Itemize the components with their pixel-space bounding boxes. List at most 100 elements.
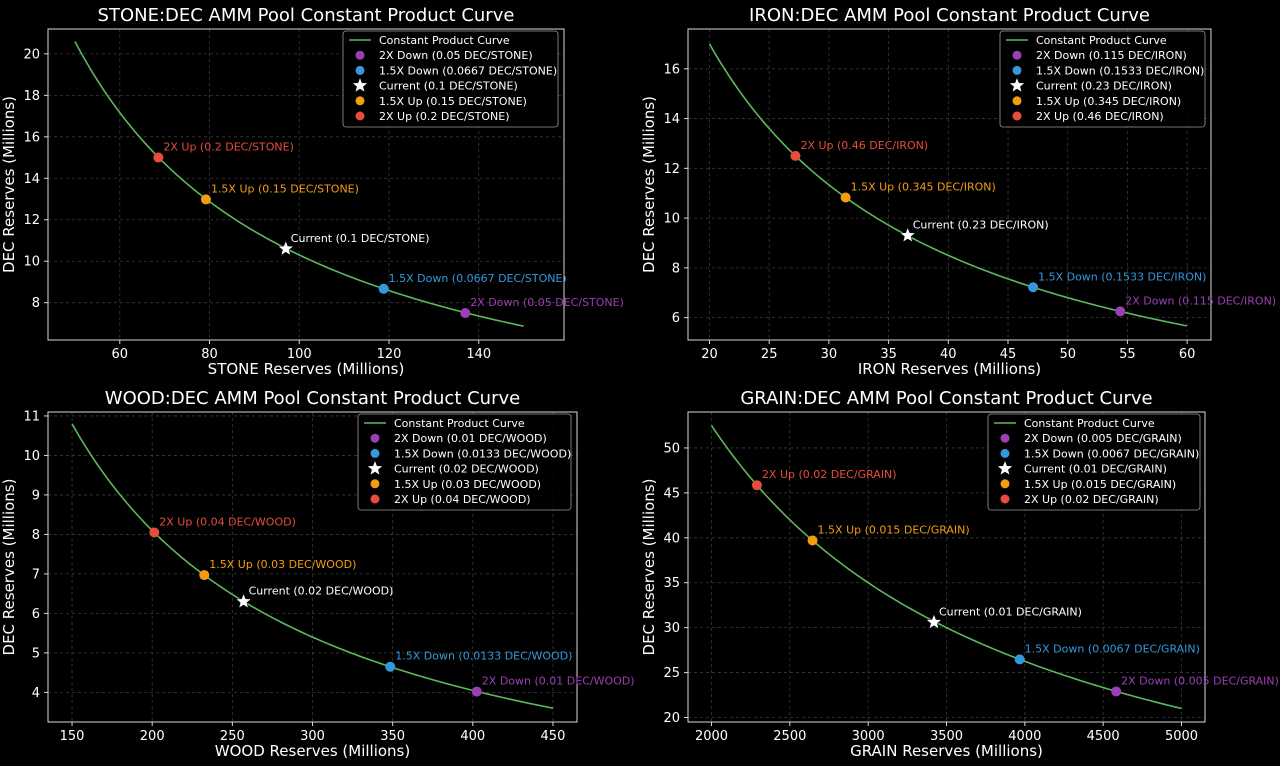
legend-curve-label: Constant Product Curve	[394, 417, 525, 430]
x-tick-label: 35	[880, 347, 897, 362]
point-up2-marker	[149, 527, 160, 538]
legend-current-label: Current (0.01 DEC/GRAIN)	[1024, 463, 1167, 476]
y-tick-label: 12	[23, 213, 40, 228]
point-up15-label: 1.5X Up (0.03 DEC/WOOD)	[209, 558, 356, 571]
x-tick-label: 4000	[1008, 729, 1041, 744]
constant-product-curve	[74, 41, 524, 327]
point-current-marker	[925, 613, 943, 630]
legend-curve-label: Constant Product Curve	[379, 34, 510, 47]
y-tick-label: 16	[663, 62, 680, 77]
point-current-label: Current (0.23 DEC/IRON)	[913, 219, 1049, 232]
legend-up15-swatch	[1000, 479, 1010, 489]
x-tick-label: 400	[460, 729, 485, 744]
point-up15-marker	[200, 194, 211, 205]
x-tick-label: 100	[287, 347, 312, 362]
legend-down15-label: 1.5X Down (0.0667 DEC/STONE)	[379, 64, 557, 77]
point-down2-marker	[1115, 306, 1126, 317]
y-tick-label: 20	[663, 711, 680, 726]
point-down15-marker	[1028, 282, 1039, 293]
point-down15-label: 1.5X Down (0.0067 DEC/GRAIN)	[1025, 642, 1200, 655]
legend-up2-swatch	[1012, 111, 1022, 121]
x-tick-label: 60	[1179, 347, 1196, 362]
y-tick-label: 10	[23, 449, 40, 464]
y-axis-label: DEC Reserves (Millions)	[640, 96, 658, 273]
point-current-marker	[899, 226, 916, 243]
y-tick-label: 6	[32, 607, 40, 622]
legend-up15-label: 1.5X Up (0.015 DEC/GRAIN)	[1024, 478, 1176, 491]
axes-frame	[47, 28, 565, 341]
legend-down15-label: 1.5X Down (0.0067 DEC/GRAIN)	[1024, 447, 1199, 460]
point-down15-label: 1.5X Down (0.1533 DEC/IRON)	[1038, 270, 1206, 283]
chart-panel-0: 60 80 100 120 140 8 10 12 14 16 18 20 STONE:DEC AMM …	[0, 5, 624, 378]
legend-down2-swatch	[355, 50, 365, 60]
legend-down2-label: 2X Down (0.115 DEC/IRON)	[1036, 49, 1187, 62]
point-down2-marker	[1111, 686, 1122, 697]
x-axis-label: GRAIN Reserves (Millions)	[850, 742, 1043, 760]
x-tick-label: 30	[821, 347, 838, 362]
legend-up2-label: 2X Up (0.04 DEC/WOOD)	[394, 493, 531, 506]
y-tick-label: 40	[663, 531, 680, 546]
legend-current-swatch	[367, 461, 383, 475]
x-axis-label: WOOD Reserves (Millions)	[215, 742, 410, 760]
point-down2-label: 2X Down (0.005 DEC/GRAIN)	[1121, 674, 1279, 687]
y-tick-label: 8	[32, 296, 40, 311]
y-tick-label: 8	[32, 528, 40, 543]
legend-down2-label: 2X Down (0.005 DEC/GRAIN)	[1024, 432, 1182, 445]
legend-up15-label: 1.5X Up (0.345 DEC/IRON)	[1036, 95, 1181, 108]
point-up2-label: 2X Up (0.2 DEC/STONE)	[163, 141, 293, 154]
legend-box	[987, 413, 1201, 511]
x-tick-label: 60	[112, 347, 129, 362]
point-down2-label: 2X Down (0.115 DEC/IRON)	[1125, 294, 1276, 307]
point-up2-marker	[751, 480, 762, 491]
legend-up15-swatch	[370, 479, 380, 489]
point-current-marker	[235, 592, 252, 609]
legend-up2-swatch	[1000, 494, 1010, 504]
x-tick-label: 250	[220, 729, 245, 744]
x-axis-label: IRON Reserves (Millions)	[858, 360, 1041, 378]
y-tick-label: 8	[672, 261, 680, 276]
legend: Constant Product Curve 2X Down (0.01 DEC/…	[357, 413, 572, 511]
point-down15-label: 1.5X Down (0.0133 DEC/WOOD)	[395, 650, 572, 663]
x-tick-label: 5000	[1165, 729, 1198, 744]
x-tick-label: 2000	[695, 729, 728, 744]
chart-title: WOOD:DEC AMM Pool Constant Product Curve	[105, 388, 520, 409]
point-current-label: Current (0.02 DEC/WOOD)	[249, 585, 394, 598]
axes-frame	[687, 411, 1206, 723]
point-down2-marker	[460, 308, 471, 319]
legend-up15-label: 1.5X Up (0.03 DEC/WOOD)	[394, 478, 541, 491]
legend-up15-swatch	[1012, 96, 1022, 106]
x-tick-label: 2500	[773, 729, 806, 744]
x-tick-label: 3500	[930, 729, 963, 744]
point-down15-marker	[385, 661, 396, 672]
y-tick-label: 12	[663, 162, 680, 177]
x-tick-label: 45	[1000, 347, 1017, 362]
y-axis-label: DEC Reserves (Millions)	[0, 479, 18, 656]
y-tick-label: 14	[23, 172, 40, 187]
y-tick-label: 50	[663, 441, 680, 456]
legend-up2-label: 2X Up (0.02 DEC/GRAIN)	[1024, 493, 1159, 506]
legend-down2-swatch	[1012, 50, 1022, 60]
legend-down2-swatch	[370, 433, 380, 443]
legend-up2-swatch	[370, 494, 380, 504]
y-tick-label: 25	[663, 666, 680, 681]
x-tick-label: 300	[300, 729, 325, 744]
x-tick-label: 450	[541, 729, 566, 744]
legend-current-swatch	[352, 78, 368, 92]
legend-current-label: Current (0.02 DEC/WOOD)	[394, 463, 539, 476]
chart-panel-3: 2000 2500 3000 3500 4000 4500 5000 20 25 30 35 40 45…	[640, 388, 1279, 760]
y-tick-label: 10	[23, 255, 40, 270]
legend-current-label: Current (0.23 DEC/IRON)	[1036, 80, 1172, 93]
y-tick-label: 5	[32, 646, 40, 661]
y-tick-label: 18	[23, 89, 40, 104]
point-up15-label: 1.5X Up (0.15 DEC/STONE)	[211, 182, 359, 195]
legend-down15-swatch	[1000, 448, 1010, 458]
x-tick-label: 55	[1119, 347, 1136, 362]
point-down2-label: 2X Down (0.01 DEC/WOOD)	[482, 675, 635, 688]
legend-down15-swatch	[355, 65, 365, 75]
chart-title: GRAIN:DEC AMM Pool Constant Product Curv…	[740, 388, 1152, 409]
legend-down15-label: 1.5X Down (0.1533 DEC/IRON)	[1036, 64, 1204, 77]
legend-curve-label: Constant Product Curve	[1024, 417, 1155, 430]
x-tick-label: 50	[1059, 347, 1076, 362]
y-axis-label: DEC Reserves (Millions)	[0, 96, 18, 273]
